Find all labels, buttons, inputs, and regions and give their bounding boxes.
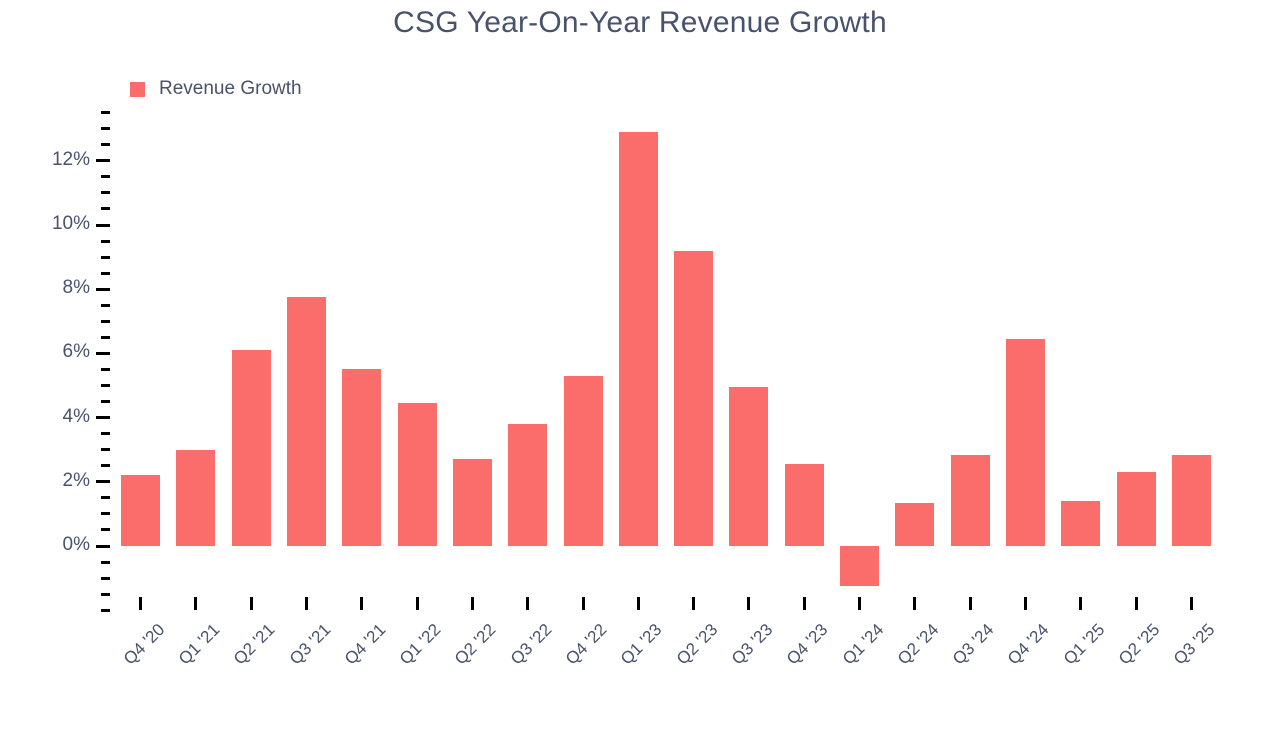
x-axis-tick — [747, 597, 751, 610]
x-axis-tick — [470, 597, 474, 610]
bar[interactable] — [840, 546, 880, 587]
y-axis-tick-label: 8% — [62, 277, 90, 299]
x-axis-tick — [802, 597, 806, 610]
tick-mark — [101, 432, 110, 436]
x-axis-tick — [1134, 597, 1138, 610]
x-axis-tick-label: Q1 '23 — [617, 620, 666, 669]
x-axis-tick — [858, 597, 862, 610]
x-axis-tick — [1023, 597, 1027, 610]
x-axis-tick — [249, 597, 253, 610]
tick-mark — [101, 528, 110, 532]
bar[interactable] — [1061, 501, 1101, 546]
bar[interactable] — [784, 464, 824, 546]
bar[interactable] — [508, 424, 548, 546]
tick-mark — [101, 608, 110, 612]
tick-mark — [101, 303, 110, 307]
tick-mark — [101, 496, 110, 500]
x-axis-tick — [360, 597, 364, 610]
x-axis-tick — [526, 597, 530, 610]
tick-mark — [101, 255, 110, 259]
bar[interactable] — [342, 369, 382, 546]
y-axis-tick-label: 10% — [51, 213, 90, 234]
bar[interactable] — [618, 131, 658, 546]
bar[interactable] — [287, 297, 327, 546]
x-axis-tick-label: Q4 '23 — [783, 620, 832, 669]
tick-mark — [96, 416, 110, 420]
tick-mark — [101, 512, 110, 516]
x-axis-tick-label: Q2 '21 — [230, 620, 279, 669]
tick-mark — [101, 271, 110, 275]
tick-mark — [96, 287, 110, 291]
tick-mark — [96, 351, 110, 355]
tick-mark — [101, 576, 110, 580]
x-axis-tick — [139, 597, 143, 610]
x-axis-tick — [194, 597, 198, 610]
y-axis-tick-label: 6% — [62, 341, 90, 363]
x-axis-tick — [692, 597, 696, 610]
chart-title: CSG Year-On-Year Revenue Growth — [393, 6, 887, 39]
x-axis-tick-label: Q3 '25 — [1170, 620, 1219, 669]
chart-legend: Revenue Growth — [130, 78, 302, 100]
bar[interactable] — [176, 449, 216, 546]
tick-mark — [96, 159, 110, 163]
bar[interactable] — [1005, 338, 1045, 546]
y-axis-tick-label: 2% — [62, 469, 90, 491]
bar[interactable] — [563, 375, 603, 546]
tick-mark — [101, 400, 110, 404]
x-axis-tick — [1189, 597, 1193, 610]
bar[interactable] — [121, 475, 161, 546]
tick-mark — [101, 143, 110, 147]
tick-mark — [96, 480, 110, 484]
tick-mark — [101, 367, 110, 371]
tick-mark — [101, 319, 110, 323]
bar[interactable] — [895, 502, 935, 546]
bar[interactable] — [950, 454, 990, 546]
tick-mark — [101, 191, 110, 195]
legend-swatch-revenue-growth — [130, 81, 145, 97]
bar[interactable] — [1171, 454, 1211, 546]
x-axis-tick — [1079, 597, 1083, 610]
bar[interactable] — [674, 250, 714, 546]
tick-mark — [101, 464, 110, 468]
tick-mark — [96, 223, 110, 227]
bar[interactable] — [397, 403, 437, 546]
y-axis-tick-label: 4% — [62, 405, 90, 427]
y-axis-tick-label: 12% — [51, 148, 90, 170]
tick-mark — [101, 175, 110, 179]
tick-mark — [96, 544, 110, 548]
tick-mark — [101, 111, 110, 115]
tick-mark — [101, 127, 110, 131]
x-axis-tick — [913, 597, 917, 610]
x-axis-tick — [305, 597, 309, 610]
tick-mark — [101, 448, 110, 452]
tick-mark — [101, 335, 110, 339]
tick-mark — [101, 239, 110, 243]
bar[interactable] — [231, 350, 271, 546]
bar[interactable] — [452, 459, 492, 546]
y-axis: 0% 2% 4% 6% 8% 10% 12% — [0, 0, 110, 720]
bar[interactable] — [729, 387, 769, 546]
tick-mark — [101, 592, 110, 596]
x-axis-tick — [415, 597, 419, 610]
legend-label-revenue-growth: Revenue Growth — [159, 78, 302, 99]
tick-mark — [101, 207, 110, 211]
x-axis-tick — [968, 597, 972, 610]
x-axis-tick — [636, 597, 640, 610]
x-axis-tick — [581, 597, 585, 610]
bar[interactable] — [1116, 472, 1156, 546]
tick-mark — [101, 384, 110, 387]
y-axis-tick-label: 0% — [62, 534, 90, 555]
tick-mark — [101, 560, 110, 564]
